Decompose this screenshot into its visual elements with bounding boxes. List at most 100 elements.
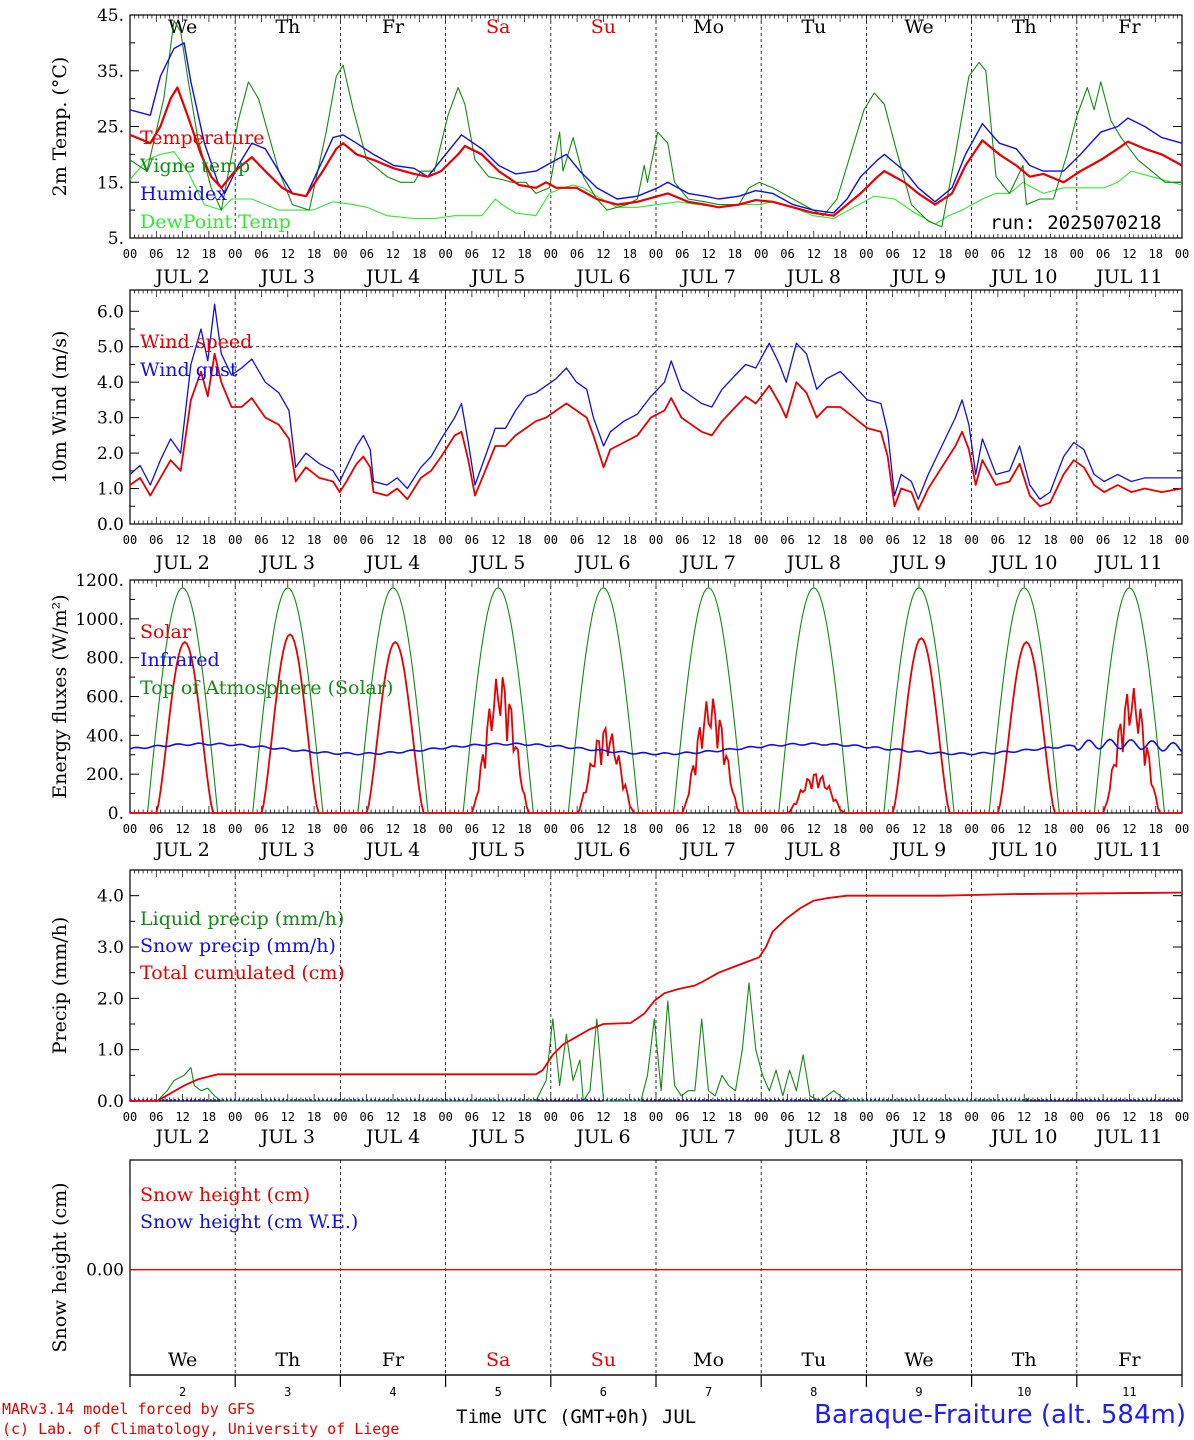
hour-label: 18 [202, 822, 216, 836]
hour-label: 06 [1096, 822, 1110, 836]
y-tick-label: 1.0 [97, 1041, 124, 1061]
hour-label: 00 [1175, 822, 1189, 836]
hour-label: 06 [780, 247, 794, 261]
hour-label: 06 [991, 247, 1005, 261]
y-tick-label: 400. [86, 726, 124, 746]
hour-label: 00 [228, 1110, 242, 1124]
hour-label: 06 [991, 822, 1005, 836]
legend-label: Liquid precip (mm/h) [140, 908, 344, 930]
hour-label: 12 [807, 533, 821, 547]
legend-label: Infrared [140, 649, 220, 671]
hour-label: 00 [1175, 247, 1189, 261]
y-tick-label: 2.0 [97, 444, 124, 464]
hour-label: 12 [386, 822, 400, 836]
hour-label: 00 [333, 533, 347, 547]
date-label: JUL 8 [785, 1126, 841, 1148]
hour-label: 18 [517, 533, 531, 547]
hour-label: 18 [517, 1110, 531, 1124]
date-label: JUL 2 [153, 839, 209, 861]
hour-label: 00 [649, 1110, 663, 1124]
hour-label: 12 [281, 822, 295, 836]
date-label: JUL 5 [469, 266, 525, 288]
hour-label: 12 [1122, 1110, 1136, 1124]
hour-label: 12 [491, 1110, 505, 1124]
hour-label: 12 [912, 247, 926, 261]
series-line-dewpoint-temp [129, 151, 1183, 225]
weekday-label: We [904, 1349, 933, 1371]
y-axis-title: Energy fluxes (W/m²) [49, 594, 71, 798]
y-tick-label: 0. [108, 804, 124, 824]
y-axis-title: Precip (mm/h) [49, 917, 71, 1055]
legend-label: Temperature [140, 127, 264, 149]
hour-label: 06 [780, 533, 794, 547]
hour-label: 12 [596, 247, 610, 261]
hour-label: 00 [228, 822, 242, 836]
hour-label: 12 [1017, 1110, 1031, 1124]
y-tick-label: 5.0 [97, 338, 124, 358]
hour-label: 18 [938, 822, 952, 836]
hour-label: 18 [517, 247, 531, 261]
hour-label: 06 [570, 533, 584, 547]
hour-label: 06 [465, 533, 479, 547]
hour-label: 00 [438, 533, 452, 547]
date-label: JUL 3 [259, 266, 315, 288]
date-label: JUL 7 [679, 839, 735, 861]
hour-label: 00 [859, 822, 873, 836]
hour-label: 18 [1148, 1110, 1162, 1124]
hour-label: 06 [465, 822, 479, 836]
hour-label: 12 [596, 1110, 610, 1124]
series-line-infrared [129, 738, 1183, 756]
hour-label: 00 [754, 533, 768, 547]
date-label: JUL 4 [364, 266, 420, 288]
hour-label: 00 [544, 247, 558, 261]
hour-label: 06 [149, 822, 163, 836]
hour-label: 12 [386, 533, 400, 547]
y-tick-label: 5. [108, 229, 124, 249]
hour-label: 00 [649, 247, 663, 261]
hour-label: 18 [1148, 533, 1162, 547]
hour-label: 00 [1070, 1110, 1084, 1124]
hour-label: 00 [754, 822, 768, 836]
hour-label: 06 [465, 1110, 479, 1124]
hour-label: 00 [544, 533, 558, 547]
hour-label: 06 [991, 1110, 1005, 1124]
hour-label: 00 [544, 1110, 558, 1124]
y-axis-title: 10m Wind (m/s) [49, 331, 71, 484]
date-label: JUL 8 [785, 552, 841, 574]
hour-label: 18 [622, 1110, 636, 1124]
hour-label: 18 [1043, 1110, 1057, 1124]
hour-label: 18 [1043, 533, 1057, 547]
hour-label: 06 [359, 533, 373, 547]
series-line-liquid-precip-mm-h- [130, 982, 1031, 1102]
weekday-label: Fr [1118, 1349, 1141, 1371]
hour-label: 00 [859, 247, 873, 261]
y-tick-label: 25. [97, 118, 124, 138]
hour-label: 12 [386, 247, 400, 261]
hour-label: 18 [202, 247, 216, 261]
weekday-label: We [168, 1349, 197, 1371]
day-number: 5 [495, 1385, 502, 1399]
hour-label: 12 [1017, 822, 1031, 836]
y-tick-label: 1200. [75, 571, 124, 591]
y-tick-label: 4.0 [97, 887, 124, 907]
y-axis-title: 2m Temp. (°C) [49, 57, 71, 197]
series-line-humidex [129, 42, 1183, 214]
y-tick-label: 0.0 [97, 1092, 124, 1112]
hour-label: 12 [596, 822, 610, 836]
hour-label: 06 [570, 822, 584, 836]
hour-label: 00 [438, 1110, 452, 1124]
hour-label: 12 [912, 822, 926, 836]
hour-label: 12 [491, 533, 505, 547]
hour-label: 06 [149, 247, 163, 261]
hour-label: 18 [938, 533, 952, 547]
hour-label: 12 [701, 1110, 715, 1124]
hour-label: 12 [807, 247, 821, 261]
day-number: 2 [179, 1385, 186, 1399]
hour-label: 00 [123, 822, 137, 836]
hour-label: 18 [938, 1110, 952, 1124]
weekday-label: We [904, 16, 933, 38]
hour-label: 12 [1122, 533, 1136, 547]
date-label: JUL 5 [469, 1126, 525, 1148]
hour-label: 06 [991, 533, 1005, 547]
legend-label: DewPoint Temp [140, 211, 291, 233]
